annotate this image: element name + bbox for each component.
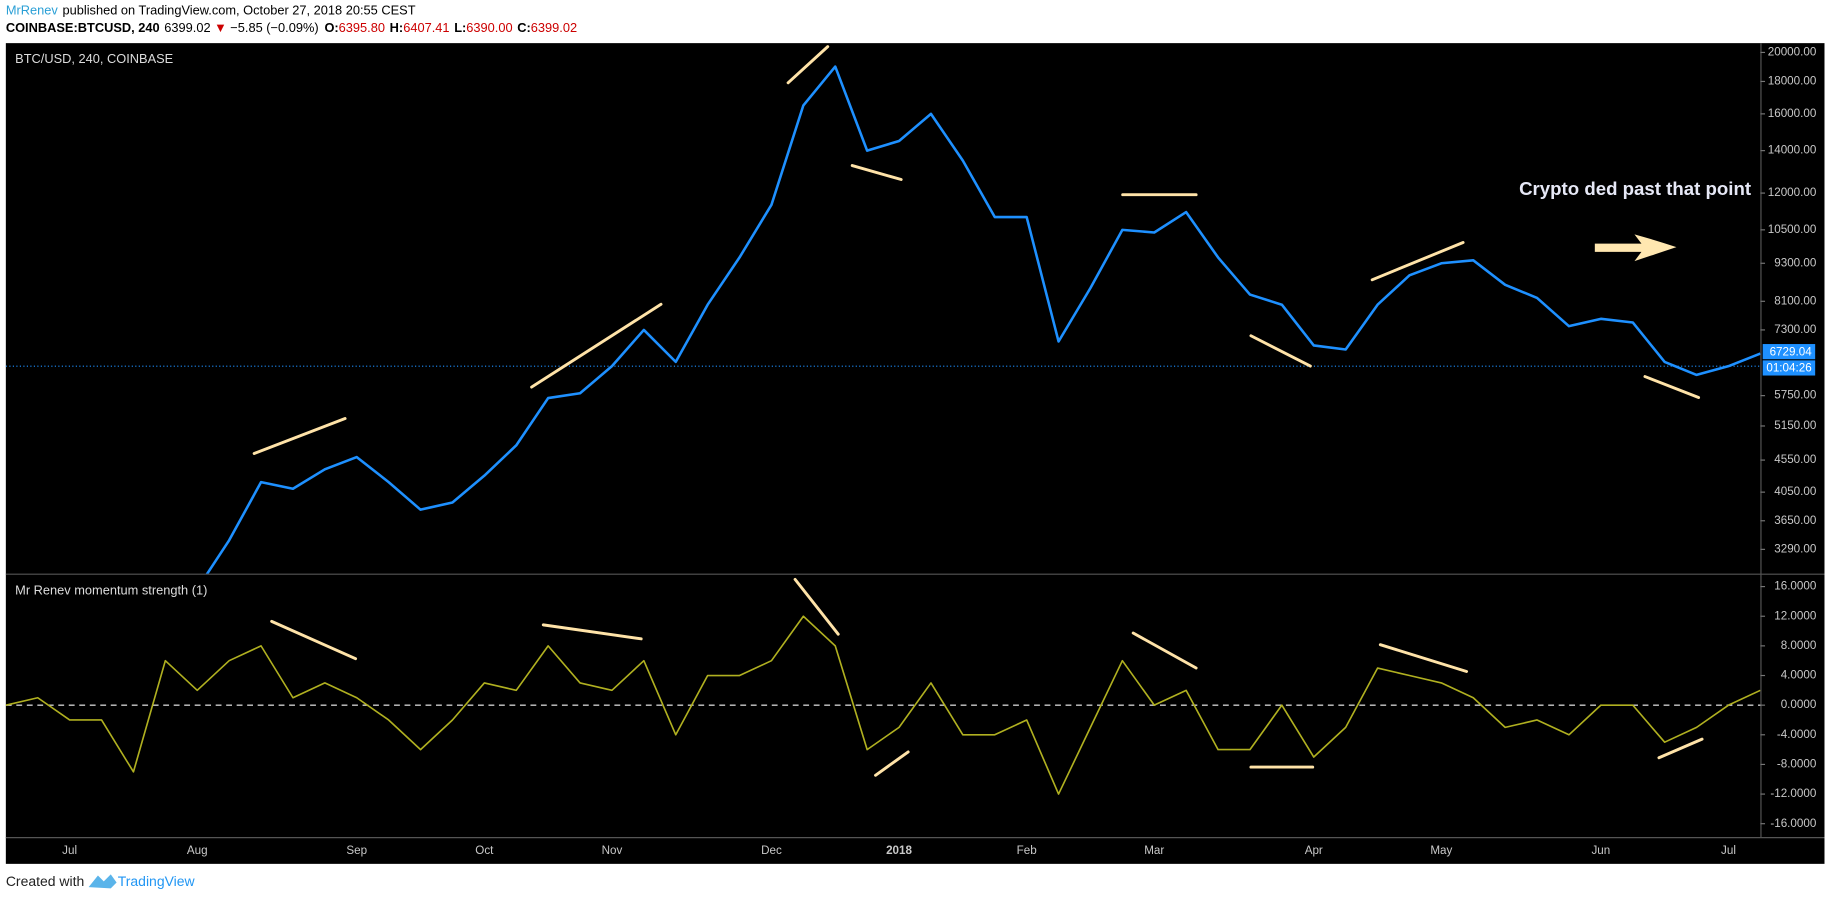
x-tick-label: Apr bbox=[1305, 844, 1323, 857]
ohlc-label: H: bbox=[390, 21, 404, 36]
countdown-tag bbox=[1762, 360, 1816, 376]
y-tick-label: 9300.00 bbox=[1774, 256, 1817, 269]
annotation: Crypto ded past that point bbox=[1519, 178, 1751, 199]
footer-created: Created with bbox=[6, 873, 84, 889]
y-tick-label: -12.0000 bbox=[1770, 787, 1816, 800]
y-tick-label: 5750.00 bbox=[1774, 389, 1817, 402]
trend-line bbox=[541, 623, 643, 641]
ohlc-value: 6407.41 bbox=[403, 21, 449, 36]
author[interactable]: MrRenev bbox=[6, 3, 59, 18]
ohlc-value: 6390.00 bbox=[466, 21, 512, 36]
x-tick-label: Dec bbox=[761, 844, 782, 857]
y-tick-label: 0.0000 bbox=[1781, 698, 1817, 711]
series-line bbox=[205, 65, 1761, 574]
chart-bg bbox=[5, 43, 1825, 864]
last: 6399.02 bbox=[164, 21, 210, 36]
x-tick-label: Oct bbox=[475, 844, 494, 857]
y-tick-label: 4050.00 bbox=[1774, 485, 1817, 498]
x-tick-label: Jun bbox=[1591, 844, 1610, 857]
trend-line bbox=[1131, 631, 1198, 670]
y-tick-label: -16.0000 bbox=[1770, 817, 1816, 830]
trend-line bbox=[270, 619, 358, 661]
symbol-line: COINBASE:BTCUSD, 240 6399.02 ▼ −5.85 (−0.09… bbox=[6, 21, 577, 36]
y-tick-label: 3290.00 bbox=[1774, 542, 1817, 555]
trend-line bbox=[1370, 241, 1465, 282]
trend-line bbox=[1249, 334, 1312, 368]
osc-legend: Mr Renev momentum strength (1) bbox=[15, 582, 207, 597]
trend-line bbox=[530, 302, 663, 389]
y-tick-label: 8100.00 bbox=[1774, 294, 1817, 307]
x-tick-label: Nov bbox=[602, 844, 623, 857]
y-tick-label: 4.0000 bbox=[1781, 669, 1817, 682]
y-tick-label: 20000.00 bbox=[1768, 46, 1817, 59]
trend-line bbox=[252, 417, 347, 455]
y-tick-label: 14000.00 bbox=[1768, 144, 1817, 157]
trend-line bbox=[793, 577, 840, 636]
x-tick-label: May bbox=[1430, 844, 1452, 857]
y-tick-label: 7300.00 bbox=[1774, 323, 1817, 336]
down-icon: ▼ bbox=[214, 21, 227, 36]
trend-line bbox=[1378, 643, 1469, 673]
change: −5.85 (−0.09%) bbox=[230, 21, 318, 36]
series-line bbox=[5, 615, 1761, 795]
trend-line bbox=[874, 750, 910, 777]
y-tick-label: 16000.00 bbox=[1768, 107, 1817, 120]
arrow bbox=[1594, 234, 1677, 262]
header-line: MrRenev published on TradingView.com, Oct… bbox=[6, 3, 416, 18]
countdown-text: 01:04:26 bbox=[1766, 362, 1811, 375]
y-tick-label: 12000.00 bbox=[1768, 186, 1817, 199]
y-tick-label: 16.0000 bbox=[1774, 580, 1817, 593]
y-tick-label: 4550.00 bbox=[1774, 453, 1817, 466]
logo bbox=[88, 874, 117, 889]
price-legend: BTC/USD, 240, COINBASE bbox=[15, 51, 173, 66]
price-tag bbox=[1762, 344, 1816, 360]
ohlc-label: L: bbox=[454, 21, 466, 36]
series-group bbox=[205, 65, 1761, 574]
x-tick-label: Sep bbox=[346, 844, 367, 857]
ohlc-value: 6395.80 bbox=[339, 21, 385, 36]
y-tick-label: 10500.00 bbox=[1768, 223, 1817, 236]
ohlc-label: C: bbox=[517, 21, 531, 36]
x-tick-label: Jul bbox=[1721, 844, 1736, 857]
x-tick-label: Mar bbox=[1144, 844, 1164, 857]
x-tick-label: Feb bbox=[1017, 844, 1037, 857]
trend-lines bbox=[252, 45, 1704, 777]
x-tick-label: Aug bbox=[187, 844, 208, 857]
footer-brand[interactable]: TradingView bbox=[118, 873, 196, 889]
trend-line bbox=[1643, 375, 1701, 399]
ohlc-value: 6399.02 bbox=[531, 21, 577, 36]
symbol: COINBASE:BTCUSD, 240 bbox=[6, 21, 160, 36]
y-tick-label: -4.0000 bbox=[1777, 728, 1817, 741]
y-tick-label: 12.0000 bbox=[1774, 609, 1817, 622]
y-tick-label: 5150.00 bbox=[1774, 419, 1817, 432]
y-tick-label: 8.0000 bbox=[1781, 639, 1817, 652]
y-tick-label: 18000.00 bbox=[1768, 75, 1817, 88]
y-tick-label: 3650.00 bbox=[1774, 514, 1817, 527]
x-tick-label: Jul bbox=[62, 844, 77, 857]
y-tick-label: -8.0000 bbox=[1777, 758, 1817, 771]
trend-line bbox=[850, 164, 903, 181]
trend-line bbox=[1657, 737, 1704, 760]
price-tag-text: 6729.04 bbox=[1770, 345, 1813, 358]
x-tick-label: 2018 bbox=[886, 844, 912, 857]
ohlc-label: O: bbox=[324, 21, 338, 36]
published: published on TradingView.com, October 27… bbox=[62, 3, 415, 18]
trend-line bbox=[786, 45, 830, 85]
series-group bbox=[5, 615, 1761, 795]
